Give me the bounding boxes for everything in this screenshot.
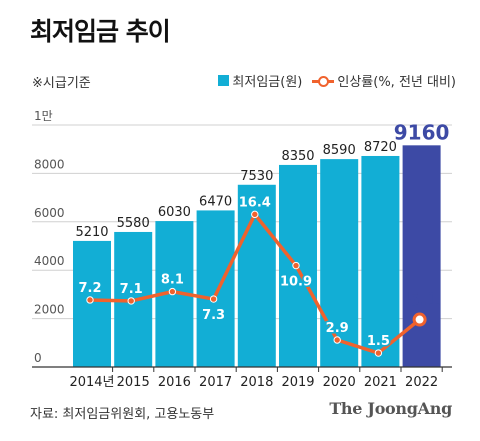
y-tick-label: 4000 [34, 254, 65, 268]
bar-value-label: 5580 [117, 216, 150, 231]
x-tick-label: 2021 [364, 375, 397, 390]
brand-logo: The JoongAng [329, 399, 452, 418]
y-tick-label: 6000 [34, 206, 65, 220]
rate-value-label: 2.9 [326, 321, 349, 336]
bar [361, 155, 400, 367]
rate-value-label: 7.1 [120, 282, 143, 297]
rate-point [86, 296, 94, 304]
bar-value-label: 6030 [158, 205, 191, 220]
rate-value-label: 1.5 [367, 334, 390, 349]
x-tick-label: 2015 [117, 375, 150, 390]
source-note: 자료: 최저임금위원회, 고용노동부 [30, 407, 215, 422]
bar [320, 159, 359, 367]
rate-value-label: 5.1 [407, 289, 441, 311]
bar-value-label: 8720 [364, 140, 397, 155]
x-tick-label: 2022 [405, 375, 438, 390]
rate-point [251, 210, 259, 219]
rate-value-label: 7.3 [202, 308, 225, 323]
rate-value-label: 16.4 [239, 195, 271, 210]
bar [73, 240, 111, 367]
rate-point [127, 297, 135, 305]
x-tick-label: 2016 [158, 375, 191, 390]
rate-point [333, 336, 341, 344]
legend-item-wage: 최저임금(원) [218, 71, 302, 90]
legend-label-rate: 인상률(%, 전년 대비) [337, 75, 456, 90]
rate-point [292, 261, 300, 270]
y-tick-label: 2000 [34, 303, 65, 317]
line-swatch-icon [312, 75, 335, 87]
bar-value-label: 6470 [199, 194, 232, 209]
y-tick-label: 0 [34, 351, 42, 365]
bar-value-label: 7530 [240, 169, 273, 184]
legend: 최저임금(원) 인상률(%, 전년 대비) [218, 71, 456, 90]
rate-point [168, 287, 177, 296]
bar [196, 210, 235, 367]
chart-title: 최저임금 추이 [30, 17, 171, 46]
legend-label-wage: 최저임금(원) [232, 75, 303, 90]
rate-value-label: 8.1 [161, 273, 184, 288]
bar-value-label: 9160 [394, 120, 450, 144]
y-tick-label: 1만 [34, 109, 53, 123]
rate-value-label: 7.2 [78, 281, 101, 296]
bar-swatch-icon [218, 75, 230, 86]
rate-point [209, 295, 218, 303]
x-tick-label: 2018 [240, 375, 273, 390]
bar-value-label: 8350 [281, 149, 314, 164]
x-tick-label: 2019 [281, 375, 314, 390]
x-tick-label: 2020 [323, 375, 356, 390]
rate-point-highlight [412, 312, 427, 327]
bar-highlight [402, 145, 441, 367]
legend-item-rate: 인상률(%, 전년 대비) [312, 71, 456, 90]
bar-value-label: 8590 [323, 143, 356, 158]
rate-value-label: 10.9 [280, 275, 312, 290]
x-tick-label: 2014년 [69, 375, 114, 390]
x-tick-label: 2017 [199, 375, 232, 390]
y-tick-label: 8000 [34, 157, 65, 171]
unit-note: ※시급기준 [32, 76, 91, 91]
rate-point [374, 349, 383, 357]
bar-value-label: 5210 [75, 225, 108, 240]
